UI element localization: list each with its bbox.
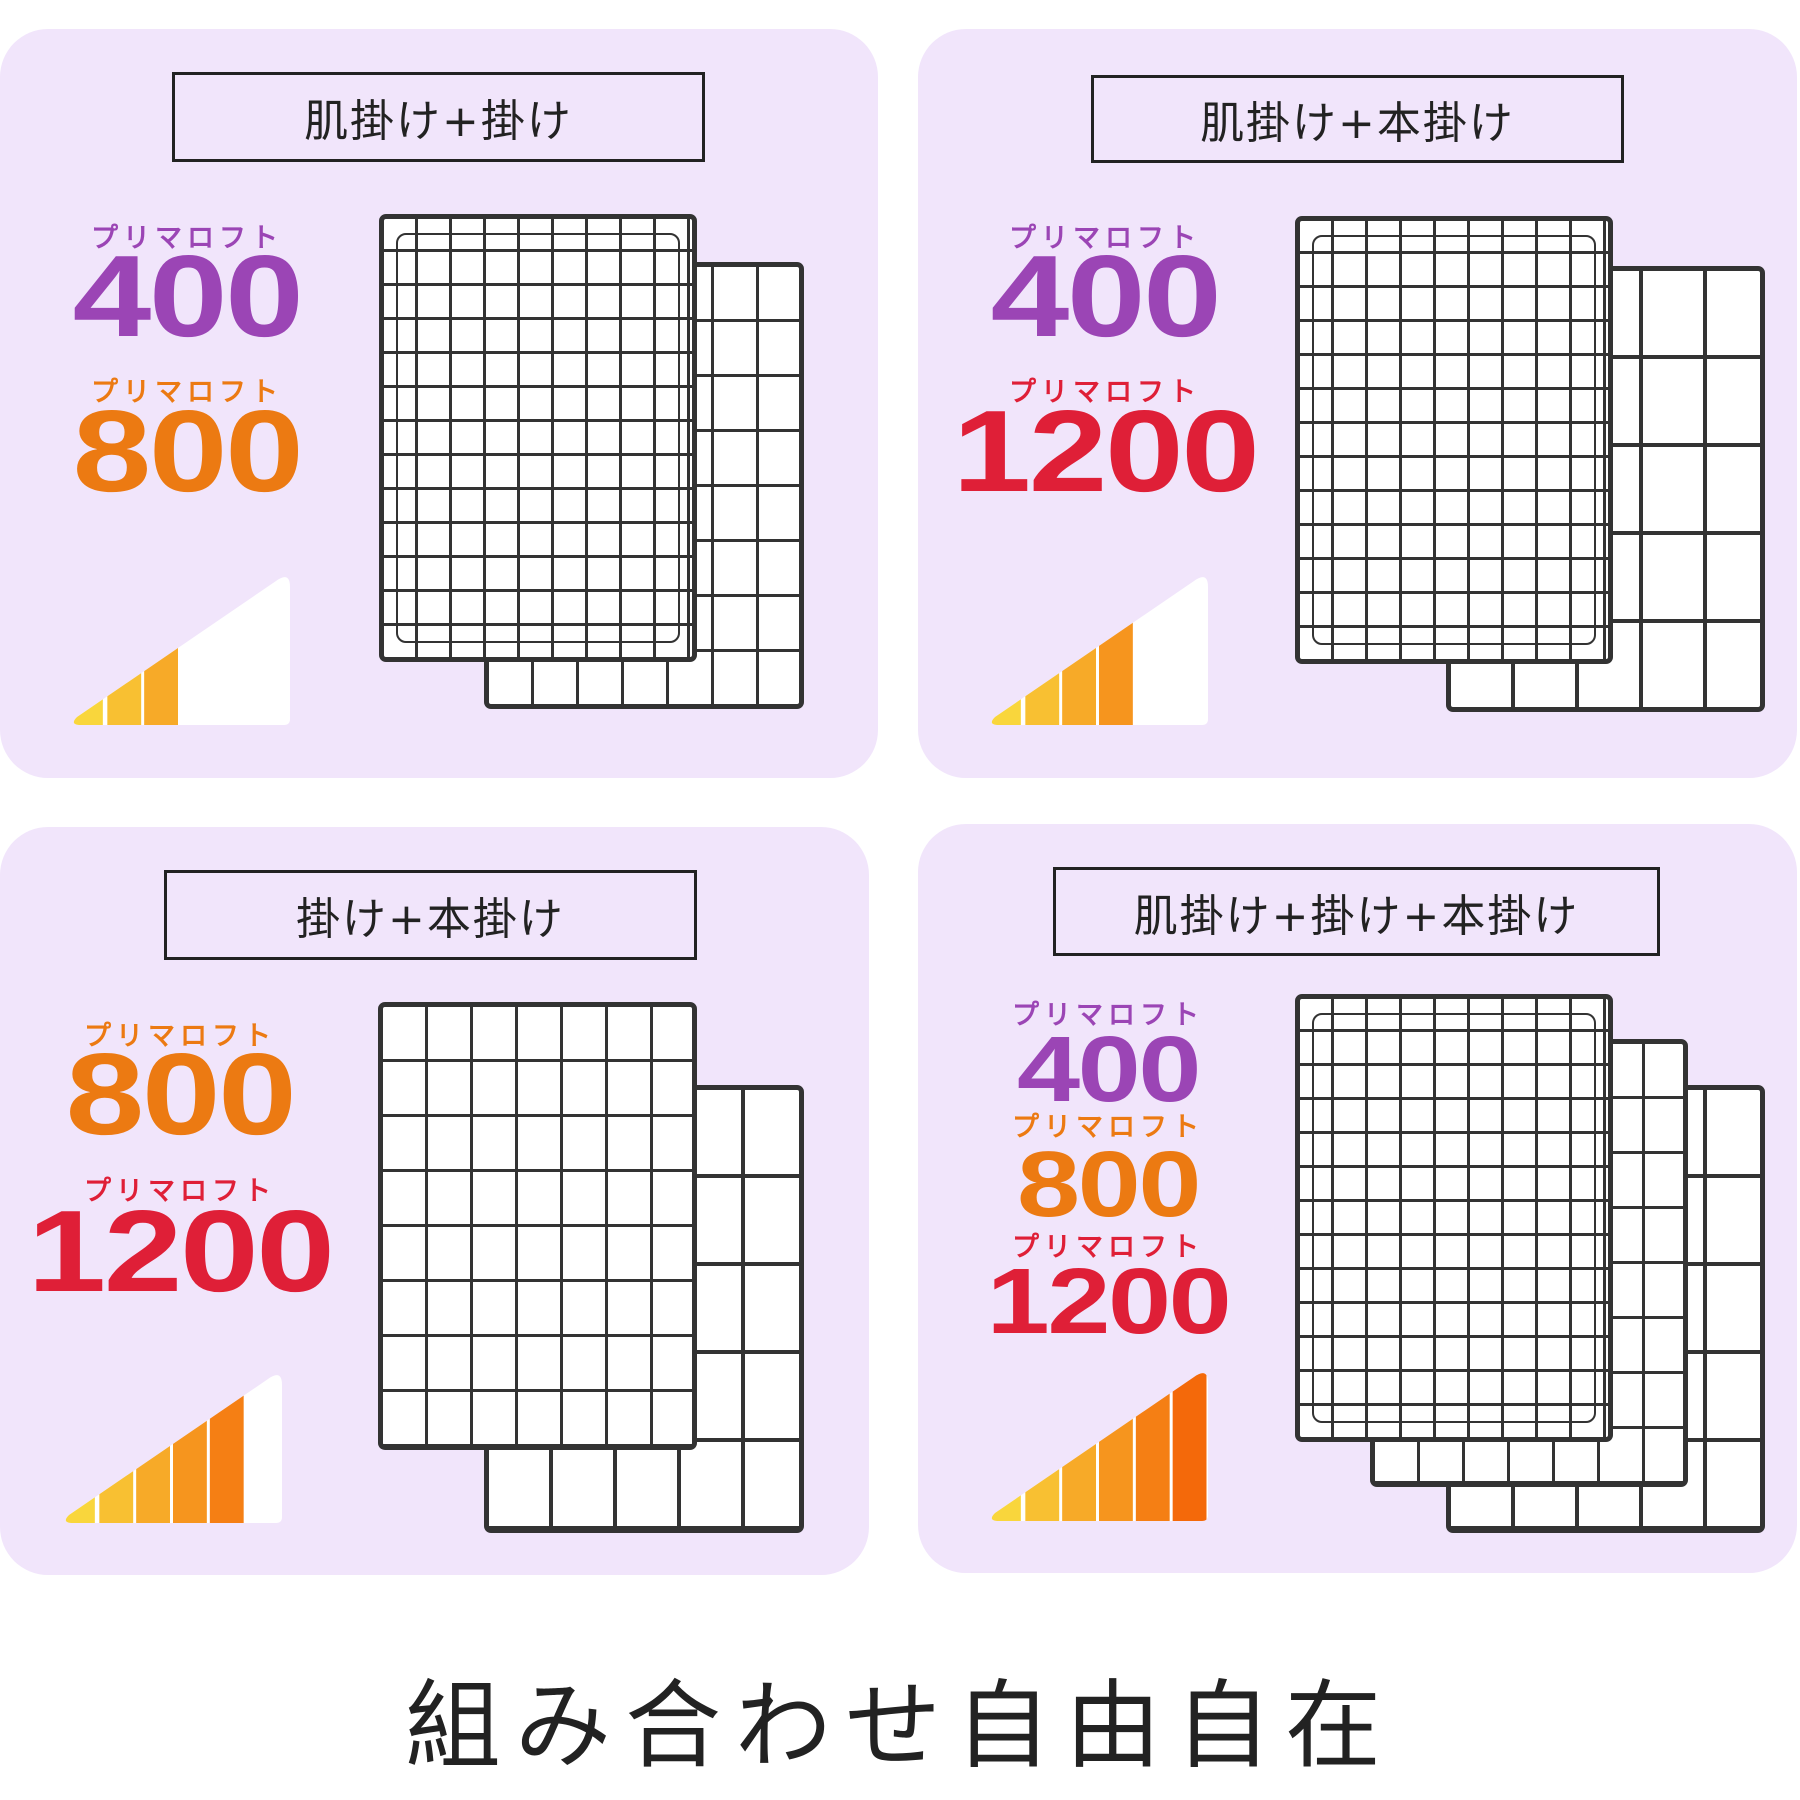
warmth-bar (99, 1375, 134, 1523)
combo-title: 肌掛け+掛け (172, 72, 705, 162)
sheet-inner-border (1312, 235, 1596, 645)
warmth-bar (991, 1373, 1021, 1521)
combo-title: 掛け+本掛け (164, 870, 697, 960)
warmth-bar (1172, 1373, 1207, 1521)
combo-title: 肌掛け+掛け+本掛け (1053, 867, 1660, 956)
hadakake-sheet (379, 214, 697, 662)
fill-weight-number: 400 (990, 231, 1222, 361)
warmth-bar (107, 577, 142, 725)
kake-sheet (378, 1002, 697, 1450)
hadakake-sheet (1295, 216, 1613, 664)
caption: 組み合わせ自由自在 (405, 1670, 1395, 1782)
fill-weight-number: 400 (72, 231, 304, 361)
combo-title: 肌掛け+本掛け (1091, 75, 1624, 163)
fill-weight-number: 800 (65, 1029, 297, 1159)
warmth-bar (144, 577, 178, 725)
warmth-bar (991, 577, 1021, 725)
combo-panel-3: 掛け+本掛け プリマロフト 800 プリマロフト 1200 (0, 827, 869, 1575)
brand-label: プリマロフト (84, 1021, 276, 1052)
warmth-meter (991, 1373, 1208, 1521)
fill-weight-number: 800 (1016, 1132, 1201, 1236)
warmth-bar (209, 1375, 244, 1523)
brand-label: プリマロフト (84, 1176, 276, 1207)
warmth-meter (65, 1375, 282, 1523)
warmth-bar (1025, 577, 1060, 725)
warmth-bar (136, 1375, 170, 1523)
fill-weight-number: 800 (72, 386, 304, 516)
warmth-bar (73, 577, 103, 725)
hadakake-sheet (1295, 994, 1613, 1442)
warmth-bar (1062, 1373, 1096, 1521)
warmth-bar (1099, 577, 1133, 725)
brand-label: プリマロフト (1012, 1232, 1204, 1263)
warmth-meter (73, 577, 290, 725)
warmth-bar (65, 1375, 95, 1523)
combo-panel-2: 肌掛け+本掛け プリマロフト 400 プリマロフト 1200 (918, 29, 1797, 778)
fill-weight-number: 1200 (986, 1249, 1232, 1353)
fill-weight-number: 1200 (952, 386, 1260, 516)
warmth-bar (1025, 1373, 1060, 1521)
brand-label: プリマロフト (91, 223, 283, 254)
combo-panel-1: 肌掛け+掛け プリマロフト 400 プリマロフト 800 (0, 29, 878, 778)
brand-label: プリマロフト (1012, 1112, 1204, 1143)
warmth-bar (1062, 577, 1096, 725)
sheet-inner-border (1312, 1013, 1596, 1423)
warmth-bar (1135, 1373, 1170, 1521)
fill-weight-number: 1200 (27, 1186, 335, 1316)
sheet-inner-border (396, 233, 680, 643)
warmth-bar (173, 1375, 207, 1523)
warmth-bar (1099, 1373, 1133, 1521)
brand-label: プリマロフト (91, 377, 283, 408)
brand-label: プリマロフト (1009, 377, 1201, 408)
combo-panel-4: 肌掛け+掛け+本掛け プリマロフト 400 プリマロフト 800 プリマロフト … (918, 824, 1797, 1573)
brand-label: プリマロフト (1012, 1000, 1204, 1031)
brand-label: プリマロフト (1009, 223, 1201, 254)
warmth-meter (991, 577, 1208, 725)
fill-weight-number: 400 (1016, 1017, 1201, 1121)
